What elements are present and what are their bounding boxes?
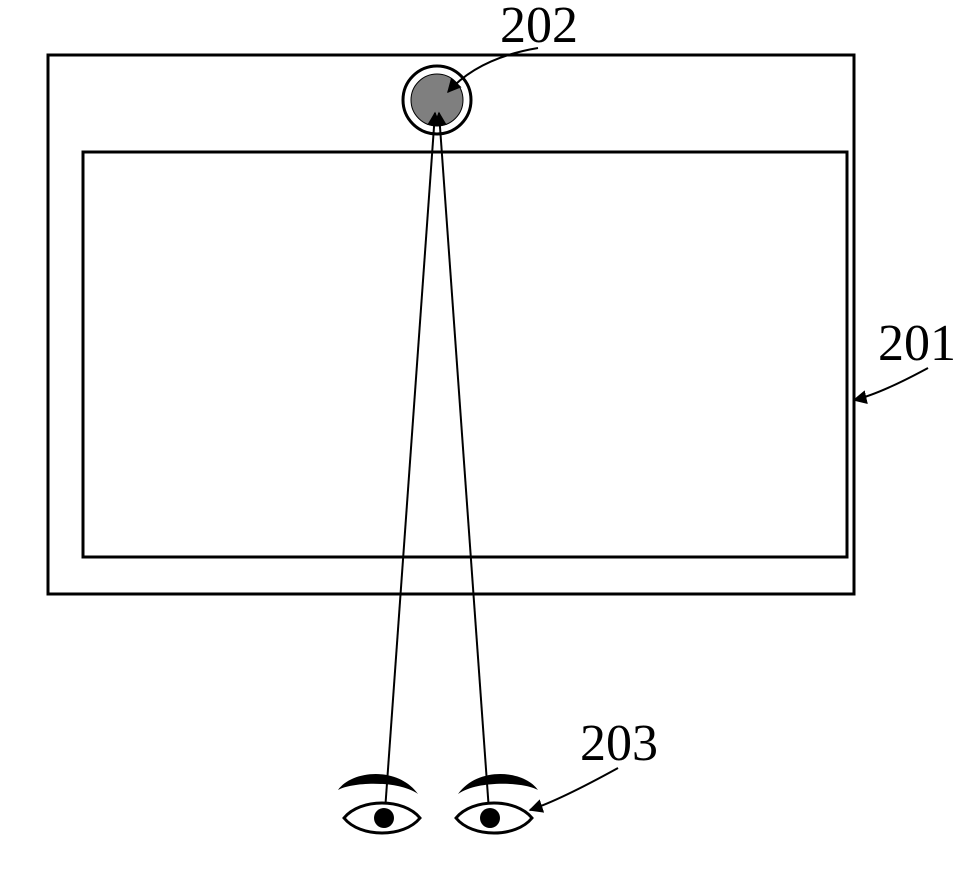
pupil-right — [480, 808, 500, 828]
pupil-left — [374, 808, 394, 828]
eye-right — [456, 774, 538, 833]
label-text-display: 201 — [878, 315, 956, 372]
label-camera: 202 — [448, 0, 578, 92]
eyebrow-left — [338, 774, 418, 794]
label-text-camera: 202 — [500, 0, 578, 54]
leader-line-eyes — [530, 768, 618, 810]
screen-area — [83, 152, 847, 557]
sight-line-left — [384, 113, 435, 825]
camera-lens — [411, 74, 463, 126]
eyebrow-right — [458, 774, 538, 794]
label-text-eyes: 203 — [580, 715, 658, 772]
label-eyes: 203 — [530, 715, 658, 810]
leader-line-display — [854, 368, 928, 400]
diagram-canvas: 202 201 203 — [0, 0, 972, 879]
sight-line-right — [439, 113, 490, 825]
label-display: 201 — [854, 315, 956, 400]
device-frame — [48, 55, 854, 594]
eye-left — [338, 774, 420, 833]
